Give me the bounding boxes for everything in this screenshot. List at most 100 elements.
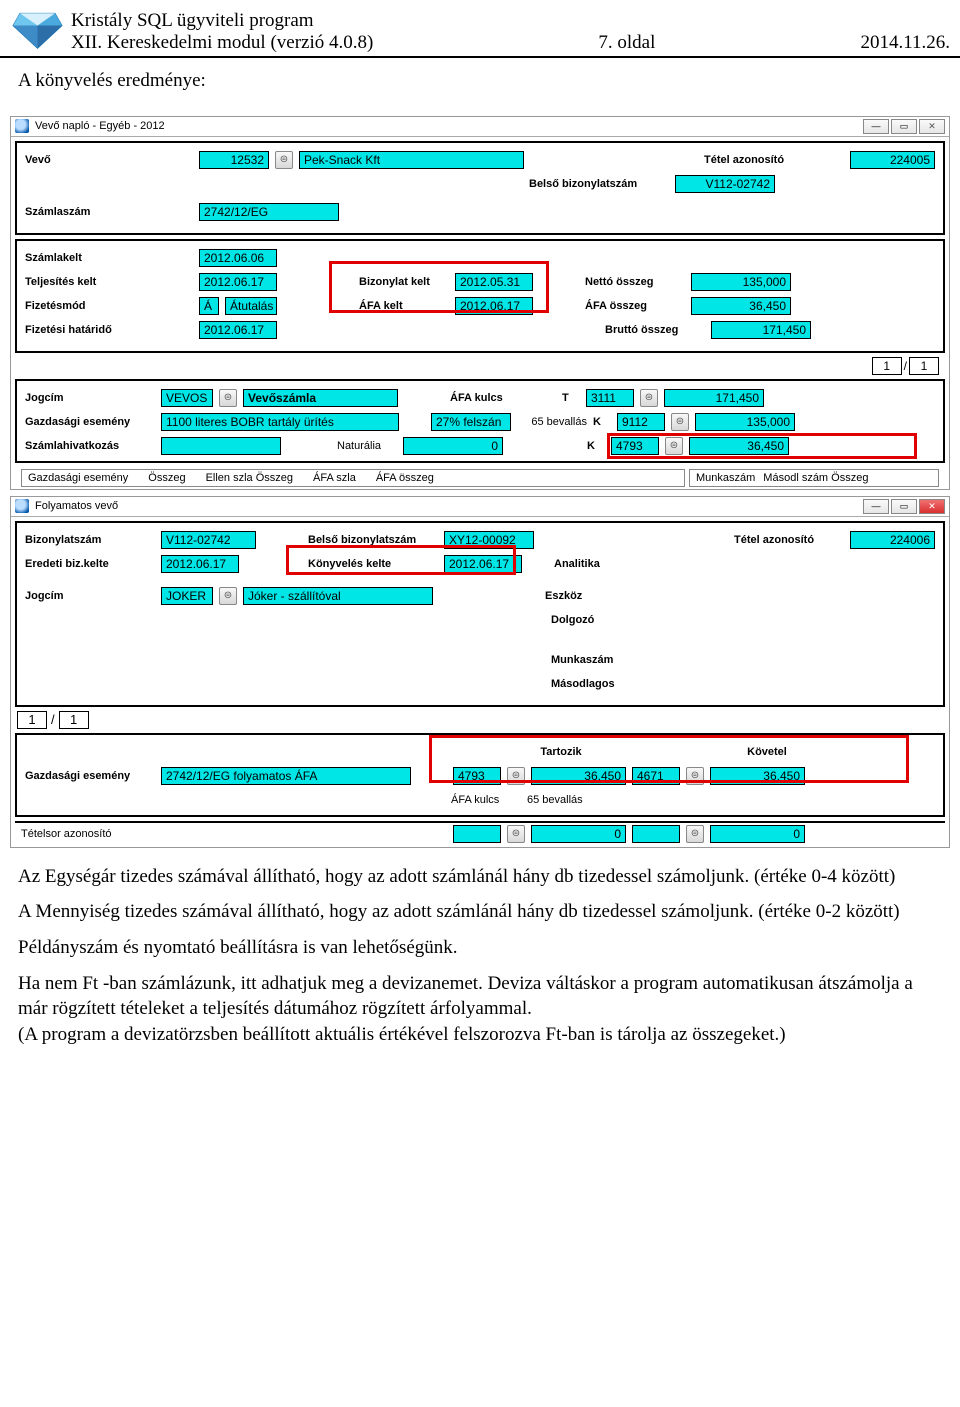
counter2-slash: / <box>51 712 55 727</box>
field-bottom-acc1[interactable] <box>453 825 501 843</box>
label-afakulcs2: ÁFA kulcs <box>451 794 521 806</box>
field-t-val[interactable]: 171,450 <box>664 389 764 407</box>
panel-tk: Tartozik Követel Gazdasági esemény 2742/… <box>15 733 945 817</box>
col-masodl: Másodl szám Összeg <box>763 472 868 484</box>
close-button-2[interactable]: ✕ <box>919 499 945 514</box>
para3: Példányszám és nyomtató beállításra is v… <box>18 935 942 961</box>
label-anal: Analitika <box>554 558 624 570</box>
lookup-bottom1-button[interactable]: ⊜ <box>507 825 525 843</box>
field-t-acc[interactable]: 3111 <box>586 389 634 407</box>
column-headers-row: Gazdasági esemény Összeg Ellen szla Össz… <box>11 467 949 489</box>
label-szhiv: Számlahivatkozás <box>25 440 155 452</box>
counter-row-2: 1 / 1 <box>17 711 943 729</box>
field-bottom-val1[interactable]: 0 <box>531 825 626 843</box>
lookup-k1-button[interactable]: ⊜ <box>671 413 689 431</box>
label-szamlaszam: Számlaszám <box>25 206 193 218</box>
col-afaszla: ÁFA szla <box>313 472 356 484</box>
field-netto[interactable]: 135,000 <box>691 273 791 291</box>
field-jogcim-name[interactable]: Vevőszámla <box>243 389 398 407</box>
maximize-button[interactable]: ▭ <box>891 119 917 134</box>
field-jogcim2-name[interactable]: Jóker - szállítóval <box>243 587 433 605</box>
window1-title: Vevő napló - Egyéb - 2012 <box>35 120 863 132</box>
para1: Az Egységár tizedes számával állítható, … <box>18 864 942 890</box>
field-fizhat[interactable]: 2012.06.17 <box>199 321 277 339</box>
label-telj: Teljesítés kelt <box>25 276 193 288</box>
label-K1: K <box>593 416 611 428</box>
field-gazd[interactable]: 1100 literes BOBR tartály ürítés <box>161 413 399 431</box>
field-bottom-val2[interactable]: 0 <box>710 825 805 843</box>
field-gazd2[interactable]: 2742/12/EG folyamatos ÁFA <box>161 767 411 785</box>
field-telj[interactable]: 2012.06.17 <box>199 273 277 291</box>
label-jogcim: Jogcím <box>25 392 155 404</box>
field-k1-acc[interactable]: 9112 <box>617 413 665 431</box>
close-button[interactable]: ✕ <box>919 119 945 134</box>
field-fizmod-code[interactable]: Á <box>199 297 219 315</box>
window-folyamatos-vevo: Folyamatos vevő — ▭ ✕ Bizonylatszám V112… <box>10 496 950 848</box>
header-title-1: Kristály SQL ügyviteli program <box>71 8 950 32</box>
lookup-jogcim2-button[interactable]: ⊜ <box>219 587 237 605</box>
field-fizmod-name[interactable]: Átutalás <box>225 297 277 315</box>
document-header: Kristály SQL ügyviteli program XII. Kere… <box>0 0 960 58</box>
header-title-2-mid: 7. oldal <box>598 32 655 54</box>
field-afakulcs-name[interactable]: 27% felszán <box>431 413 511 431</box>
label-gazd2: Gazdasági esemény <box>25 770 155 782</box>
para2: A Mennyiség tizedes számával állítható, … <box>18 899 942 925</box>
col-gazd: Gazdasági esemény <box>28 472 128 484</box>
header-title-2-left: XII. Kereskedelmi modul (verzió 4.0.8) <box>71 32 373 54</box>
col-munkaszam: Munkaszám <box>696 472 755 484</box>
label-szamlakelt: Számlakelt <box>25 252 193 264</box>
label-fizhat: Fizetési határidő <box>25 324 193 336</box>
field-vevo-code[interactable]: 12532 <box>199 151 269 169</box>
para4a: Ha nem Ft -ban számlázunk, itt adhatjuk … <box>18 973 913 1020</box>
label-brutto: Bruttó összeg <box>605 324 705 336</box>
minimize-button[interactable]: — <box>863 119 889 134</box>
highlight-bizonylat-dates <box>329 261 549 313</box>
label-eszkoz: Eszköz <box>545 590 615 602</box>
col-afaossz: ÁFA összeg <box>376 472 434 484</box>
lookup-t-button[interactable]: ⊜ <box>640 389 658 407</box>
label-masodl: Másodlagos <box>551 678 641 690</box>
label-gazd: Gazdasági esemény <box>25 416 155 428</box>
lookup-bottom2-button[interactable]: ⊜ <box>686 825 704 843</box>
label-fizmod: Fizetésmód <box>25 300 193 312</box>
field-belso[interactable]: V112-02742 <box>675 175 775 193</box>
field-vevo-name[interactable]: Pek-Snack Kft <box>299 151 524 169</box>
lookup-vevo-button[interactable]: ⊜ <box>275 151 293 169</box>
field-nat[interactable]: 0 <box>403 437 503 455</box>
counter2-total: 1 <box>59 711 89 729</box>
label-munka: Munkaszám <box>551 654 641 666</box>
window-vevo-naplo: Vevő napló - Egyéb - 2012 — ▭ ✕ Vevő 125… <box>10 116 950 490</box>
field-bottom-acc2[interactable] <box>632 825 680 843</box>
field-jogcim2-code[interactable]: JOKER <box>161 587 213 605</box>
field-ered[interactable]: 2012.06.17 <box>161 555 239 573</box>
maximize-button-2[interactable]: ▭ <box>891 499 917 514</box>
lookup-jogcim-button[interactable]: ⊜ <box>219 389 237 407</box>
field-brutto[interactable]: 171,450 <box>711 321 811 339</box>
counter-total: 1 <box>909 357 939 375</box>
crystal-icon <box>10 8 65 50</box>
field-tetel[interactable]: 224005 <box>850 151 935 169</box>
field-szamlakelt[interactable]: 2012.06.06 <box>199 249 277 267</box>
label-afakulcs: ÁFA kulcs <box>450 392 520 404</box>
window2-app-icon <box>15 499 29 513</box>
label-dolgozo: Dolgozó <box>551 614 621 626</box>
field-k1-val[interactable]: 135,000 <box>695 413 795 431</box>
counter-slash: / <box>904 359 907 373</box>
label-65bevallas: 65 bevallás <box>517 416 587 428</box>
field-tetel2[interactable]: 224006 <box>850 531 935 549</box>
panel-detail: Jogcím VEVOS ⊜ Vevőszámla ÁFA kulcs T 31… <box>15 379 945 463</box>
highlight-tartozik-kovetel <box>429 735 909 783</box>
label-tetel: Tétel azonosító <box>704 154 844 166</box>
field-afaossz[interactable]: 36,450 <box>691 297 791 315</box>
field-szhiv[interactable] <box>161 437 281 455</box>
para4b: (A program a devizatörzsben beállított a… <box>18 1024 786 1045</box>
label-ered: Eredeti biz.kelte <box>25 558 155 570</box>
field-szamlaszam[interactable]: 2742/12/EG <box>199 203 339 221</box>
panel-folyamatos-top: Bizonylatszám V112-02742 Belső bizonylat… <box>15 521 945 707</box>
field-biz2[interactable]: V112-02742 <box>161 531 256 549</box>
label-T: T <box>562 392 580 404</box>
field-jogcim-code[interactable]: VEVOS <box>161 389 213 407</box>
minimize-button-2[interactable]: — <box>863 499 889 514</box>
highlight-konyvelés-kelte <box>286 545 516 575</box>
counter2-current: 1 <box>17 711 47 729</box>
